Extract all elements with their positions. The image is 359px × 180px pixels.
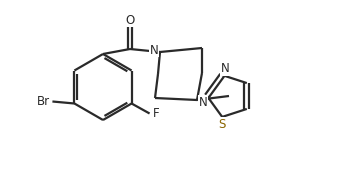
Text: N: N [221,62,229,75]
Text: N: N [150,44,158,57]
Text: Br: Br [37,95,50,108]
Text: F: F [153,107,160,120]
Text: S: S [219,118,226,131]
Text: O: O [125,14,135,26]
Text: N: N [199,96,208,109]
